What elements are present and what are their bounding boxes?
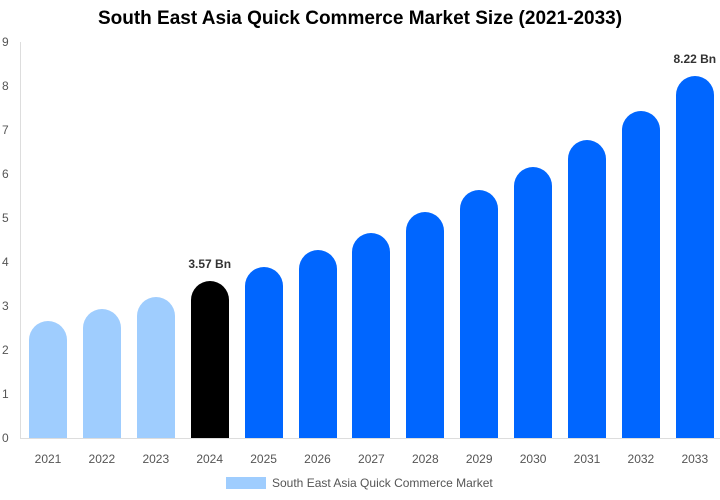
y-tick-label: 1 (2, 387, 9, 401)
bar-2032[interactable] (621, 111, 660, 438)
bar-2023[interactable] (136, 297, 175, 438)
chart-title: South East Asia Quick Commerce Market Si… (97, 8, 623, 29)
x-tick-label: 2025 (250, 452, 277, 466)
x-tick-label: 2028 (411, 452, 439, 466)
y-tick-label: 0 (2, 431, 9, 445)
bar-2026[interactable] (298, 250, 337, 438)
x-tick-label: 2029 (465, 452, 493, 466)
x-tick-label: 2023 (142, 452, 170, 466)
legend[interactable]: South East Asia Quick Commerce Market (226, 476, 493, 490)
x-tick-label: 2026 (304, 452, 331, 466)
legend-swatch (226, 477, 266, 489)
bar-2033[interactable] (675, 76, 714, 438)
x-tick-label: 2024 (196, 452, 224, 466)
bar-2021[interactable] (29, 320, 67, 438)
y-tick-label: 4 (2, 255, 9, 269)
y-tick-label: 7 (2, 123, 9, 137)
bar-2031[interactable] (568, 140, 606, 438)
bar-2029[interactable] (460, 189, 499, 438)
y-tick-label: 5 (2, 211, 9, 225)
y-tick-label: 6 (2, 167, 9, 181)
bar-2030[interactable] (514, 166, 553, 438)
x-axis-line (20, 438, 720, 439)
x-tick-label: 2030 (519, 452, 547, 466)
x-tick-label: 2021 (34, 452, 62, 466)
x-tick-label: 2033 (681, 452, 709, 466)
y-axis-line (20, 42, 21, 439)
y-tick-label: 2 (2, 343, 9, 357)
bar-2024[interactable] (190, 280, 229, 438)
x-tick-label: 2031 (573, 452, 601, 466)
y-tick-label: 8 (2, 79, 9, 93)
data-label: 8.22 Bn (673, 52, 717, 67)
y-tick-label: 3 (2, 299, 9, 313)
data-label: 3.57 Bn (188, 256, 232, 271)
x-tick-label: 2022 (88, 452, 116, 466)
bar-2028[interactable] (406, 211, 445, 438)
bar-2022[interactable] (82, 309, 121, 438)
y-tick-label: 9 (2, 35, 9, 49)
bar-2027[interactable] (352, 232, 391, 438)
x-tick-label: 2032 (627, 452, 655, 466)
x-tick-label: 2027 (358, 452, 385, 466)
legend-label: South East Asia Quick Commerce Market (272, 476, 493, 490)
bar-2025[interactable] (244, 266, 283, 438)
